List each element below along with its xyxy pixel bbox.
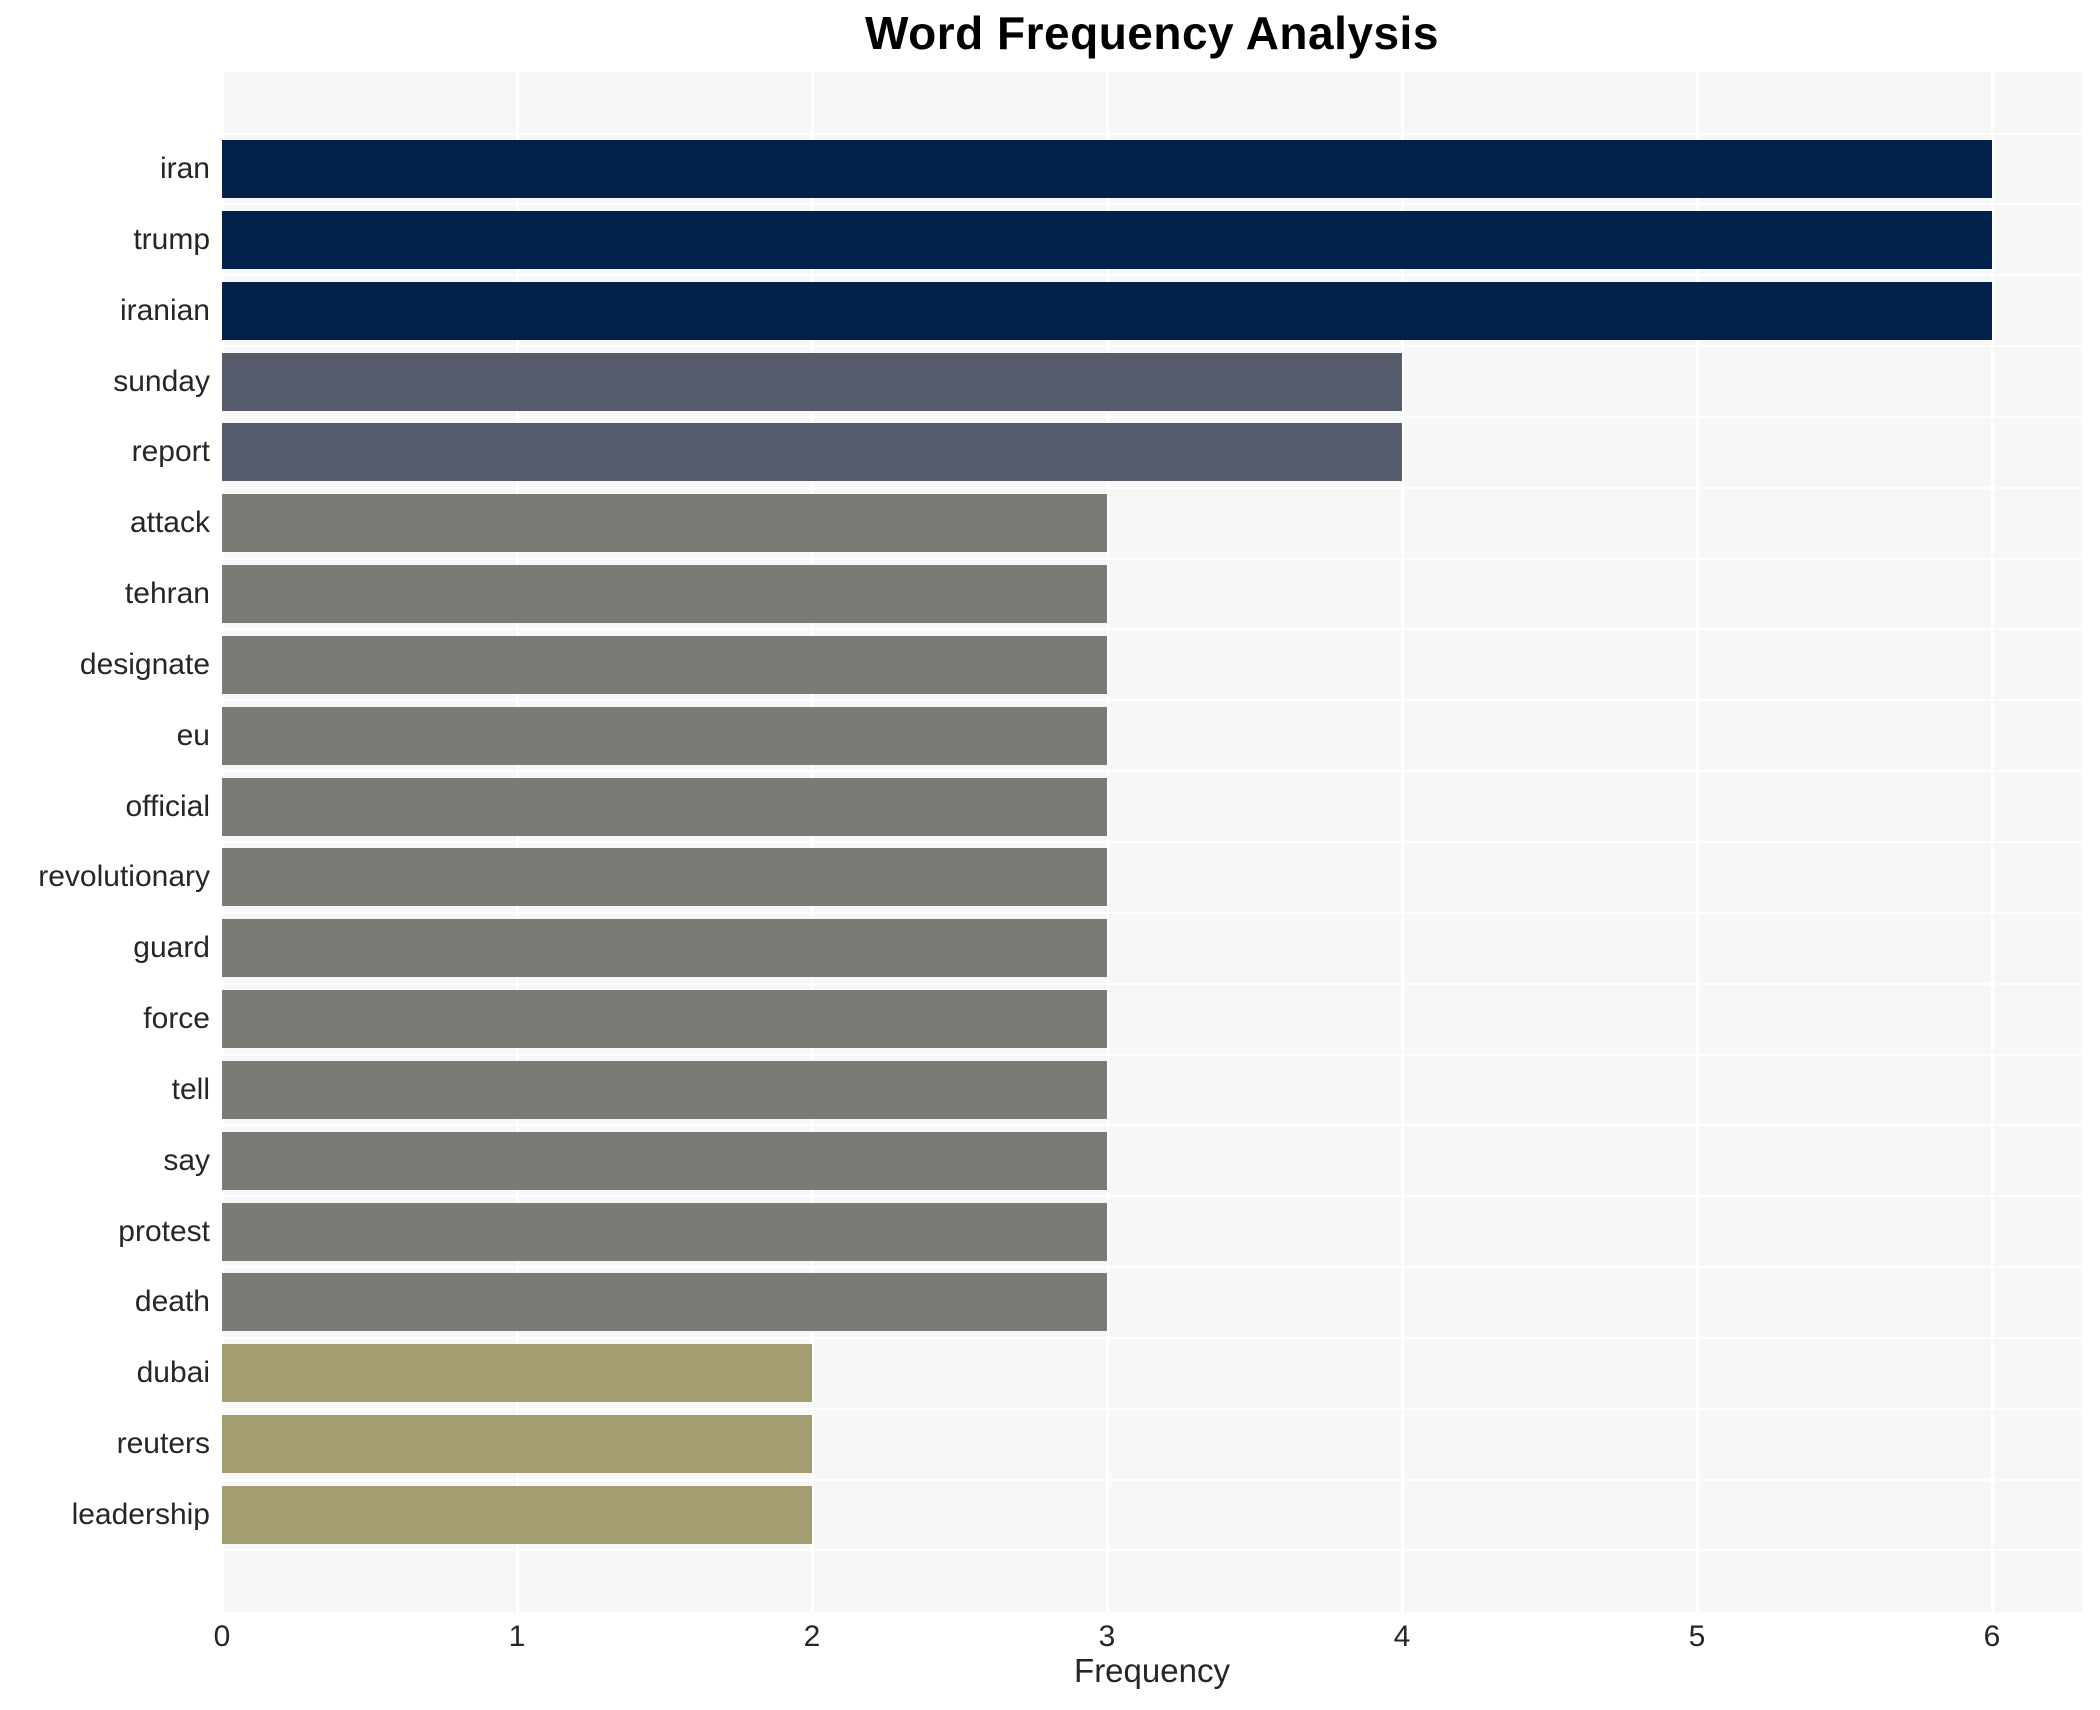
y-tick-label-force: force — [143, 1002, 210, 1036]
gridline-row-separator — [222, 203, 2082, 206]
y-tick-label-iran: iran — [159, 152, 210, 185]
gridline-row-separator — [222, 1124, 2082, 1127]
y-tick-label-official: official — [125, 789, 211, 823]
y-tick-label-attack: attack — [129, 506, 210, 540]
y-tick-label-tell: tell — [171, 1072, 210, 1106]
gridline-row-separator — [222, 1195, 2082, 1198]
bar-official — [222, 777, 1107, 836]
y-tick-label-trump: trump — [133, 222, 210, 256]
gridline-row-separator — [222, 274, 2082, 277]
bar-leadership — [222, 1486, 812, 1544]
y-tick-label-revolutionary: revolutionary — [38, 860, 210, 894]
y-tick-label-report: report — [131, 435, 210, 469]
x-tick-label-3: 3 — [1098, 1620, 1116, 1653]
gridline-row-separator — [222, 628, 2082, 631]
gridline-row-separator — [222, 415, 2082, 418]
gridline-row-separator — [222, 1053, 2082, 1056]
gridline-row-separator — [222, 841, 2082, 843]
bar-iranian — [222, 281, 1992, 340]
bar-protest — [222, 1202, 1107, 1261]
gridline-row-separator — [222, 1336, 2082, 1339]
gridline-row-separator — [222, 132, 2082, 135]
gridline-row-separator — [222, 1478, 2082, 1481]
y-tick-label-eu: eu — [176, 718, 210, 752]
gridline-row-separator — [222, 345, 2082, 348]
y-tick-label-sunday: sunday — [113, 364, 210, 398]
bar-designate — [222, 635, 1107, 694]
y-tick-label-reuters: reuters — [116, 1427, 210, 1461]
gridline-row-separator — [222, 557, 2082, 560]
x-tick-label-1: 1 — [508, 1620, 526, 1653]
bar-iran — [222, 140, 1992, 198]
x-tick-label-6: 6 — [1983, 1620, 2001, 1653]
gridline-row-separator — [222, 911, 2082, 914]
bar-dubai — [222, 1344, 812, 1403]
bar-revolutionary — [222, 848, 1107, 907]
bar-say — [222, 1131, 1107, 1190]
bar-guard — [222, 919, 1107, 978]
x-tick-label-4: 4 — [1393, 1620, 1411, 1653]
bar-attack — [222, 494, 1107, 553]
gridline-row-separator — [222, 1549, 2082, 1552]
bar-tell — [222, 1060, 1107, 1119]
y-tick-label-death: death — [134, 1285, 210, 1319]
gridline-row-separator — [222, 699, 2082, 702]
bar-eu — [222, 706, 1107, 765]
bar-death — [222, 1273, 1107, 1332]
y-tick-label-guard: guard — [133, 931, 210, 965]
y-tick-label-leadership: leadership — [71, 1498, 210, 1531]
y-tick-label-iranian: iranian — [119, 293, 210, 327]
x-tick-label-5: 5 — [1688, 1620, 1706, 1653]
plot-area — [220, 72, 2082, 1612]
chart-title: Word Frequency Analysis — [865, 7, 1439, 59]
gridline-row-separator — [222, 486, 2082, 489]
y-tick-label-say: say — [163, 1143, 210, 1177]
y-tick-label-protest: protest — [118, 1214, 210, 1248]
bar-tehran — [222, 565, 1107, 624]
y-tick-label-dubai: dubai — [136, 1356, 210, 1390]
gridline-row-separator — [222, 1266, 2082, 1269]
bar-report — [222, 423, 1402, 482]
x-tick-label-2: 2 — [803, 1620, 821, 1653]
bar-reuters — [222, 1415, 812, 1474]
gridline-row-separator — [222, 770, 2082, 773]
gridline-row-separator — [222, 982, 2082, 985]
x-axis-label: Frequency — [1074, 1652, 1230, 1689]
gridline-row-separator — [222, 1407, 2082, 1410]
bar-force — [222, 990, 1107, 1049]
bar-trump — [222, 210, 1992, 269]
y-tick-label-tehran: tehran — [124, 577, 210, 611]
bar-sunday — [222, 352, 1402, 411]
y-tick-label-designate: designate — [79, 647, 210, 681]
x-tick-label-0: 0 — [213, 1620, 231, 1653]
